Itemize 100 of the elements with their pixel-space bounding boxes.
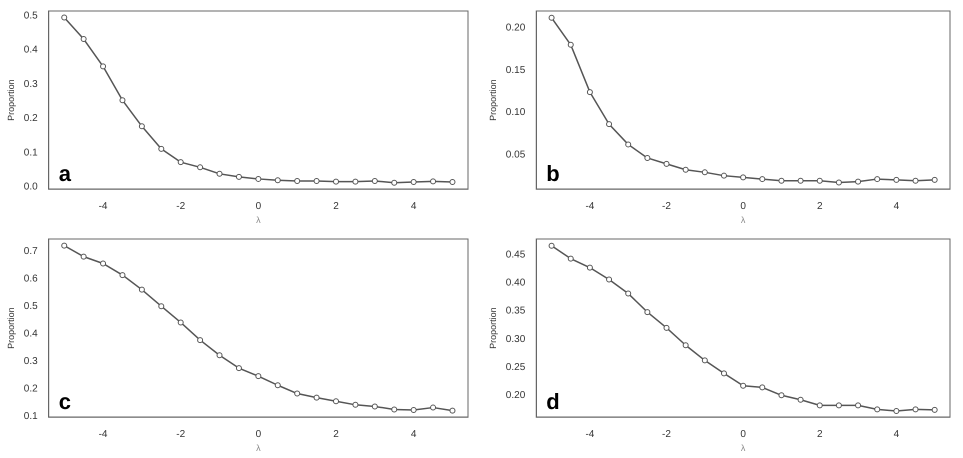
point (893, 176, 900, 183)
point (625, 141, 632, 148)
point (197, 164, 204, 170)
point (664, 324, 670, 331)
point (138, 123, 145, 130)
point (855, 178, 862, 185)
point (855, 402, 862, 408)
point (352, 402, 358, 408)
x-axis-title: λ (740, 443, 746, 454)
point (720, 370, 727, 376)
point (80, 36, 87, 42)
point (430, 404, 436, 411)
y-tick-label: 0.5 (24, 300, 38, 312)
y-axis-title: Proportion (488, 79, 498, 121)
point (294, 178, 300, 184)
point (333, 398, 339, 404)
point (274, 177, 281, 184)
annotation: b (546, 161, 560, 186)
y-tick-label: 0.05 (506, 149, 526, 160)
point (548, 14, 555, 21)
point (391, 180, 398, 186)
x-tick-label: 0 (740, 428, 746, 440)
y-tick-label: 0.0 (24, 182, 38, 193)
point (178, 159, 184, 166)
point (197, 337, 204, 344)
point (100, 260, 106, 267)
point (816, 402, 823, 408)
point (740, 174, 746, 180)
point (625, 290, 632, 297)
point (836, 402, 842, 408)
x-tick-label: 4 (410, 428, 417, 440)
point (372, 403, 378, 410)
point (740, 382, 746, 389)
x-tick-label: 4 (894, 428, 900, 440)
x-axis-title: λ (740, 215, 746, 226)
point (178, 319, 184, 326)
point (372, 178, 378, 184)
point (216, 352, 223, 358)
point (798, 178, 804, 184)
y-tick-label: 0.10 (506, 107, 526, 118)
y-tick-label: 0.15 (506, 64, 526, 76)
y-tick-label: 0.25 (506, 362, 526, 373)
point (664, 160, 670, 167)
point (255, 176, 262, 182)
point (932, 406, 938, 413)
point (586, 264, 593, 271)
point (236, 365, 242, 372)
point (702, 357, 708, 364)
point (606, 276, 612, 282)
point (682, 166, 689, 173)
y-tick-label: 0.1 (24, 411, 38, 422)
point (932, 176, 938, 183)
point (798, 396, 804, 403)
y-tick-label: 0.35 (506, 306, 526, 317)
point (778, 178, 784, 184)
x-tick-label: -4 (98, 200, 108, 212)
x-axis-title: λ (256, 443, 262, 454)
point (568, 256, 574, 262)
x-axis-title: λ (256, 215, 262, 226)
point (682, 342, 689, 348)
x-tick-label: 2 (333, 200, 340, 212)
point (216, 170, 223, 177)
x-tick-label: 4 (894, 200, 900, 212)
point (720, 172, 727, 179)
x-tick-label: 0 (740, 200, 746, 212)
point (568, 42, 574, 48)
annotation: c (58, 389, 71, 414)
y-tick-label: 0.20 (506, 390, 526, 402)
y-tick-label: 0.3 (24, 356, 38, 368)
point (410, 407, 417, 414)
y-tick-label: 0.2 (24, 113, 38, 124)
point (606, 121, 612, 128)
y-tick-label: 0.4 (24, 44, 38, 56)
y-axis-title: Proportion (488, 307, 498, 349)
x-tick-label: -2 (662, 200, 672, 212)
y-tick-label: 0.7 (24, 246, 38, 257)
y-axis-title: Proportion (6, 307, 16, 349)
point (138, 286, 145, 293)
x-tick-label: -2 (662, 428, 672, 440)
y-tick-label: 0.6 (24, 273, 38, 284)
y-tick-label: 0.45 (506, 249, 526, 260)
x-tick-label: 0 (256, 200, 262, 212)
point (759, 384, 766, 390)
y-tick-label: 0.40 (506, 278, 526, 289)
y-axis-title: Proportion (6, 79, 16, 121)
point (352, 178, 358, 185)
point (644, 154, 650, 161)
annotation: d (546, 389, 560, 414)
x-tick-label: -2 (176, 200, 186, 212)
x-tick-label: -4 (585, 200, 595, 212)
point (119, 272, 126, 278)
point (893, 408, 900, 414)
point (274, 382, 281, 388)
x-tick-label: -4 (98, 428, 108, 440)
point (836, 179, 842, 186)
point (430, 178, 436, 184)
point (158, 146, 164, 152)
y-tick-label: 0.1 (24, 147, 38, 158)
point (158, 303, 164, 310)
x-tick-label: 4 (410, 200, 417, 212)
